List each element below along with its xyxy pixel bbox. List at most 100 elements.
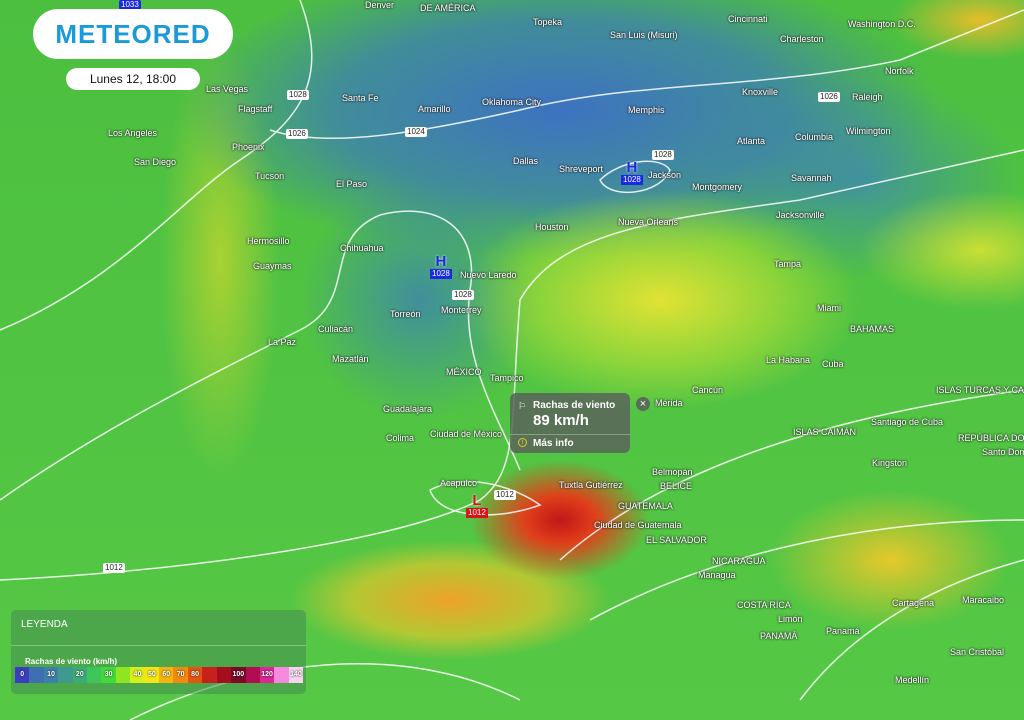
city-label: Chihuahua xyxy=(340,243,384,253)
city-label: San Luis (Misuri) xyxy=(610,30,678,40)
city-label: REPÚBLICA DOMINICANA xyxy=(958,433,1024,443)
city-label: Topeka xyxy=(533,17,563,27)
city-label: Acapulco xyxy=(440,478,478,488)
isobar-label: 1026 xyxy=(818,92,840,102)
city-label: Amarillo xyxy=(418,104,451,114)
city-label: Guadalajara xyxy=(383,404,433,414)
city-label: Wilmington xyxy=(846,126,891,136)
divider xyxy=(11,645,306,646)
legend-color-stop xyxy=(87,667,102,683)
city-label: San Cristóbal xyxy=(950,647,1005,657)
high-pressure-marker: H 1028 xyxy=(430,253,452,279)
city-label: Miami xyxy=(817,303,841,313)
city-label: Santo Domingo xyxy=(982,447,1024,457)
city-label: Ciudad de México xyxy=(430,429,503,439)
legend-color-stop xyxy=(216,667,232,683)
city-label: Mazatlán xyxy=(332,354,369,364)
legend-color-stop xyxy=(274,667,289,683)
city-label: BELICE xyxy=(660,481,693,491)
city-label: Jacksonville xyxy=(776,210,825,220)
legend-color-stop: 140 xyxy=(288,667,304,683)
isobar-label: 1028 xyxy=(287,90,309,100)
city-label: Nueva Orleans xyxy=(618,217,679,227)
city-label: Los Angeles xyxy=(108,128,158,138)
city-label: Tampico xyxy=(490,373,524,383)
city-label: NICARAGUA xyxy=(712,556,766,566)
city-label: MÉXICO xyxy=(446,367,482,377)
city-label: PANAMÁ xyxy=(760,631,798,641)
isobar xyxy=(0,149,1024,581)
legend-title: LEYENDA xyxy=(21,619,68,630)
popup-title: Rachas de viento xyxy=(533,400,616,411)
city-label: Knoxville xyxy=(742,87,779,97)
city-label: Savannah xyxy=(791,173,832,183)
city-label: Santa Fe xyxy=(342,93,379,103)
color-scale: 0 10 20 30 40 50 60 70 80 100 120 140 xyxy=(15,667,304,683)
legend-color-stop: 50 xyxy=(144,667,160,683)
city-label: Torreón xyxy=(390,309,421,319)
city-label: Houston xyxy=(535,222,569,232)
city-label: Shreveport xyxy=(559,164,604,174)
city-label: ISLAS CAIMÁN xyxy=(793,427,857,437)
isobar-label: 1012 xyxy=(103,563,125,573)
city-label: DE AMÉRICA xyxy=(420,3,476,13)
city-label: Kingston xyxy=(872,458,908,468)
city-label: Flagstaff xyxy=(238,104,273,114)
city-label: COSTA RICA xyxy=(737,600,791,610)
city-label: Norfolk xyxy=(885,66,914,76)
city-label: Atlanta xyxy=(737,136,766,146)
city-label: Ciudad de Guatemala xyxy=(594,520,682,530)
isobar-label: 1024 xyxy=(405,127,427,137)
high-pressure-marker: H 1028 xyxy=(621,159,643,185)
legend-color-stop: 10 xyxy=(43,667,59,683)
isobar xyxy=(0,210,521,501)
city-label: Belmopán xyxy=(652,467,693,477)
city-label: EL SALVADOR xyxy=(646,535,707,545)
legend-color-stop: 0 xyxy=(15,667,30,683)
forecast-date[interactable]: Lunes 12, 18:00 xyxy=(66,68,200,90)
more-info-link[interactable]: Más info xyxy=(533,438,574,449)
close-popup-button[interactable]: × xyxy=(636,397,650,411)
city-label: Monterrey xyxy=(441,305,482,315)
popup-value: 89 km/h xyxy=(533,412,589,429)
isobar xyxy=(0,0,313,331)
legend-subtitle: Rachas de viento (km/h) xyxy=(25,657,118,666)
meteored-logo[interactable]: METEORED xyxy=(33,9,233,59)
isobar-label: 1028 xyxy=(452,290,474,300)
isobar-label: 1033 xyxy=(119,0,141,10)
city-label: Cincinnati xyxy=(728,14,768,24)
legend-color-stop xyxy=(115,667,131,683)
isobar-label: 1012 xyxy=(494,490,516,500)
city-label: Medellín xyxy=(895,675,930,685)
city-label: La Paz xyxy=(268,337,297,347)
city-label: Charleston xyxy=(780,34,824,44)
city-label: ISLAS TURCAS Y CAICOS xyxy=(936,385,1024,395)
city-label: Cancún xyxy=(692,385,724,395)
city-label: Maracaibo xyxy=(962,595,1005,605)
city-label: El Paso xyxy=(336,179,368,189)
isobar xyxy=(129,663,521,720)
legend-color-stop: 60 xyxy=(159,667,174,683)
legend-color-stop: 100 xyxy=(231,667,246,683)
isobar xyxy=(599,160,671,194)
legend-color-stop: 20 xyxy=(72,667,88,683)
city-label: Cuba xyxy=(822,359,844,369)
city-label: Phoenix xyxy=(232,142,265,152)
city-label: Guaymas xyxy=(253,261,292,271)
city-label: La Habana xyxy=(766,355,811,365)
city-label: Tucson xyxy=(255,171,285,181)
legend-color-stop: 30 xyxy=(101,667,116,683)
info-icon: i xyxy=(518,438,527,447)
legend-color-stop xyxy=(29,667,44,683)
city-label: Columbia xyxy=(795,132,834,142)
legend-color-stop xyxy=(245,667,260,683)
legend-color-stop: 70 xyxy=(173,667,188,683)
city-label: Limón xyxy=(778,614,803,624)
city-label: Managua xyxy=(698,570,736,580)
city-label: Denver xyxy=(365,0,395,10)
city-label: Oklahoma City xyxy=(482,97,542,107)
city-label: Raleigh xyxy=(852,92,883,102)
isobar xyxy=(269,9,1024,140)
city-label: Panamá xyxy=(826,626,860,636)
